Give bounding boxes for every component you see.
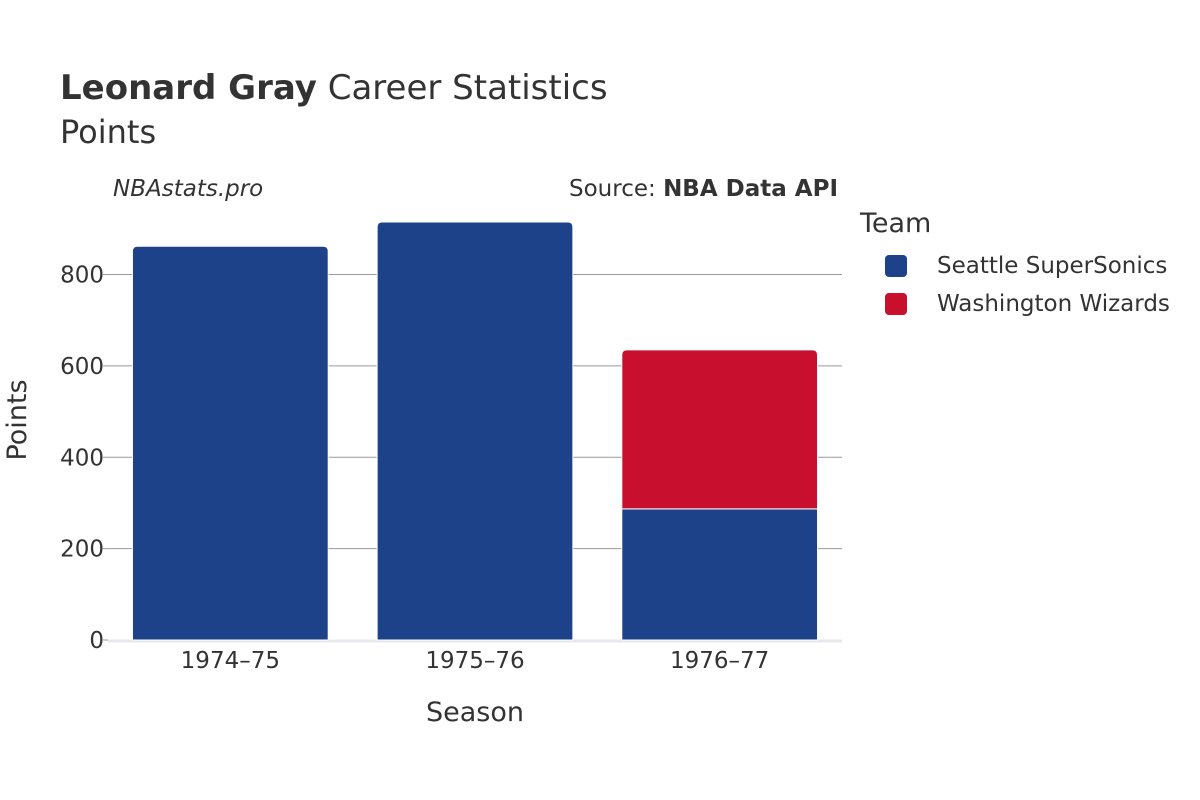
player-name: Leonard Gray (60, 68, 317, 108)
source-label: Source: NBA Data API (569, 176, 838, 202)
chart-subtitle: Points (60, 113, 157, 151)
brand-label: NBAstats.pro (113, 176, 264, 202)
legend-label-seattle-supersonics: Seattle SuperSonics (937, 253, 1168, 279)
title-rest: Career Statistics (316, 68, 608, 108)
legend-label-washington-wizards: Washington Wizards (937, 291, 1170, 317)
source-prefix: Source: (569, 176, 664, 202)
y-tick-label: 400 (60, 445, 104, 471)
y-tick-label: 800 (60, 263, 104, 289)
bar-seattle-supersonics-1 (376, 221, 574, 641)
bar-seattle-supersonics-2 (621, 508, 819, 641)
chart-title: Leonard Gray Career Statistics (60, 66, 608, 110)
legend-swatch-washington-wizards (885, 293, 907, 315)
legend-item-seattle-supersonics[interactable]: Seattle SuperSonics (885, 252, 1167, 280)
bar-seattle-supersonics-0 (131, 245, 329, 641)
x-tick-label: 1976–77 (670, 648, 769, 674)
y-tick-label: 600 (60, 354, 104, 380)
y-tick-label: 0 (89, 628, 104, 654)
legend-title: Team (860, 208, 932, 239)
x-tick-label: 1975–76 (425, 648, 524, 674)
source-name: NBA Data API (663, 176, 838, 202)
legend-swatch-seattle-supersonics (885, 255, 907, 277)
y-tick-label: 200 (60, 537, 104, 563)
y-axis-title: Points (2, 379, 33, 460)
x-axis-title: Season (426, 697, 524, 728)
x-tick-label: 1974–75 (181, 648, 280, 674)
legend-item-washington-wizards[interactable]: Washington Wizards (885, 290, 1170, 318)
bar-washington-wizards-2 (621, 349, 819, 510)
